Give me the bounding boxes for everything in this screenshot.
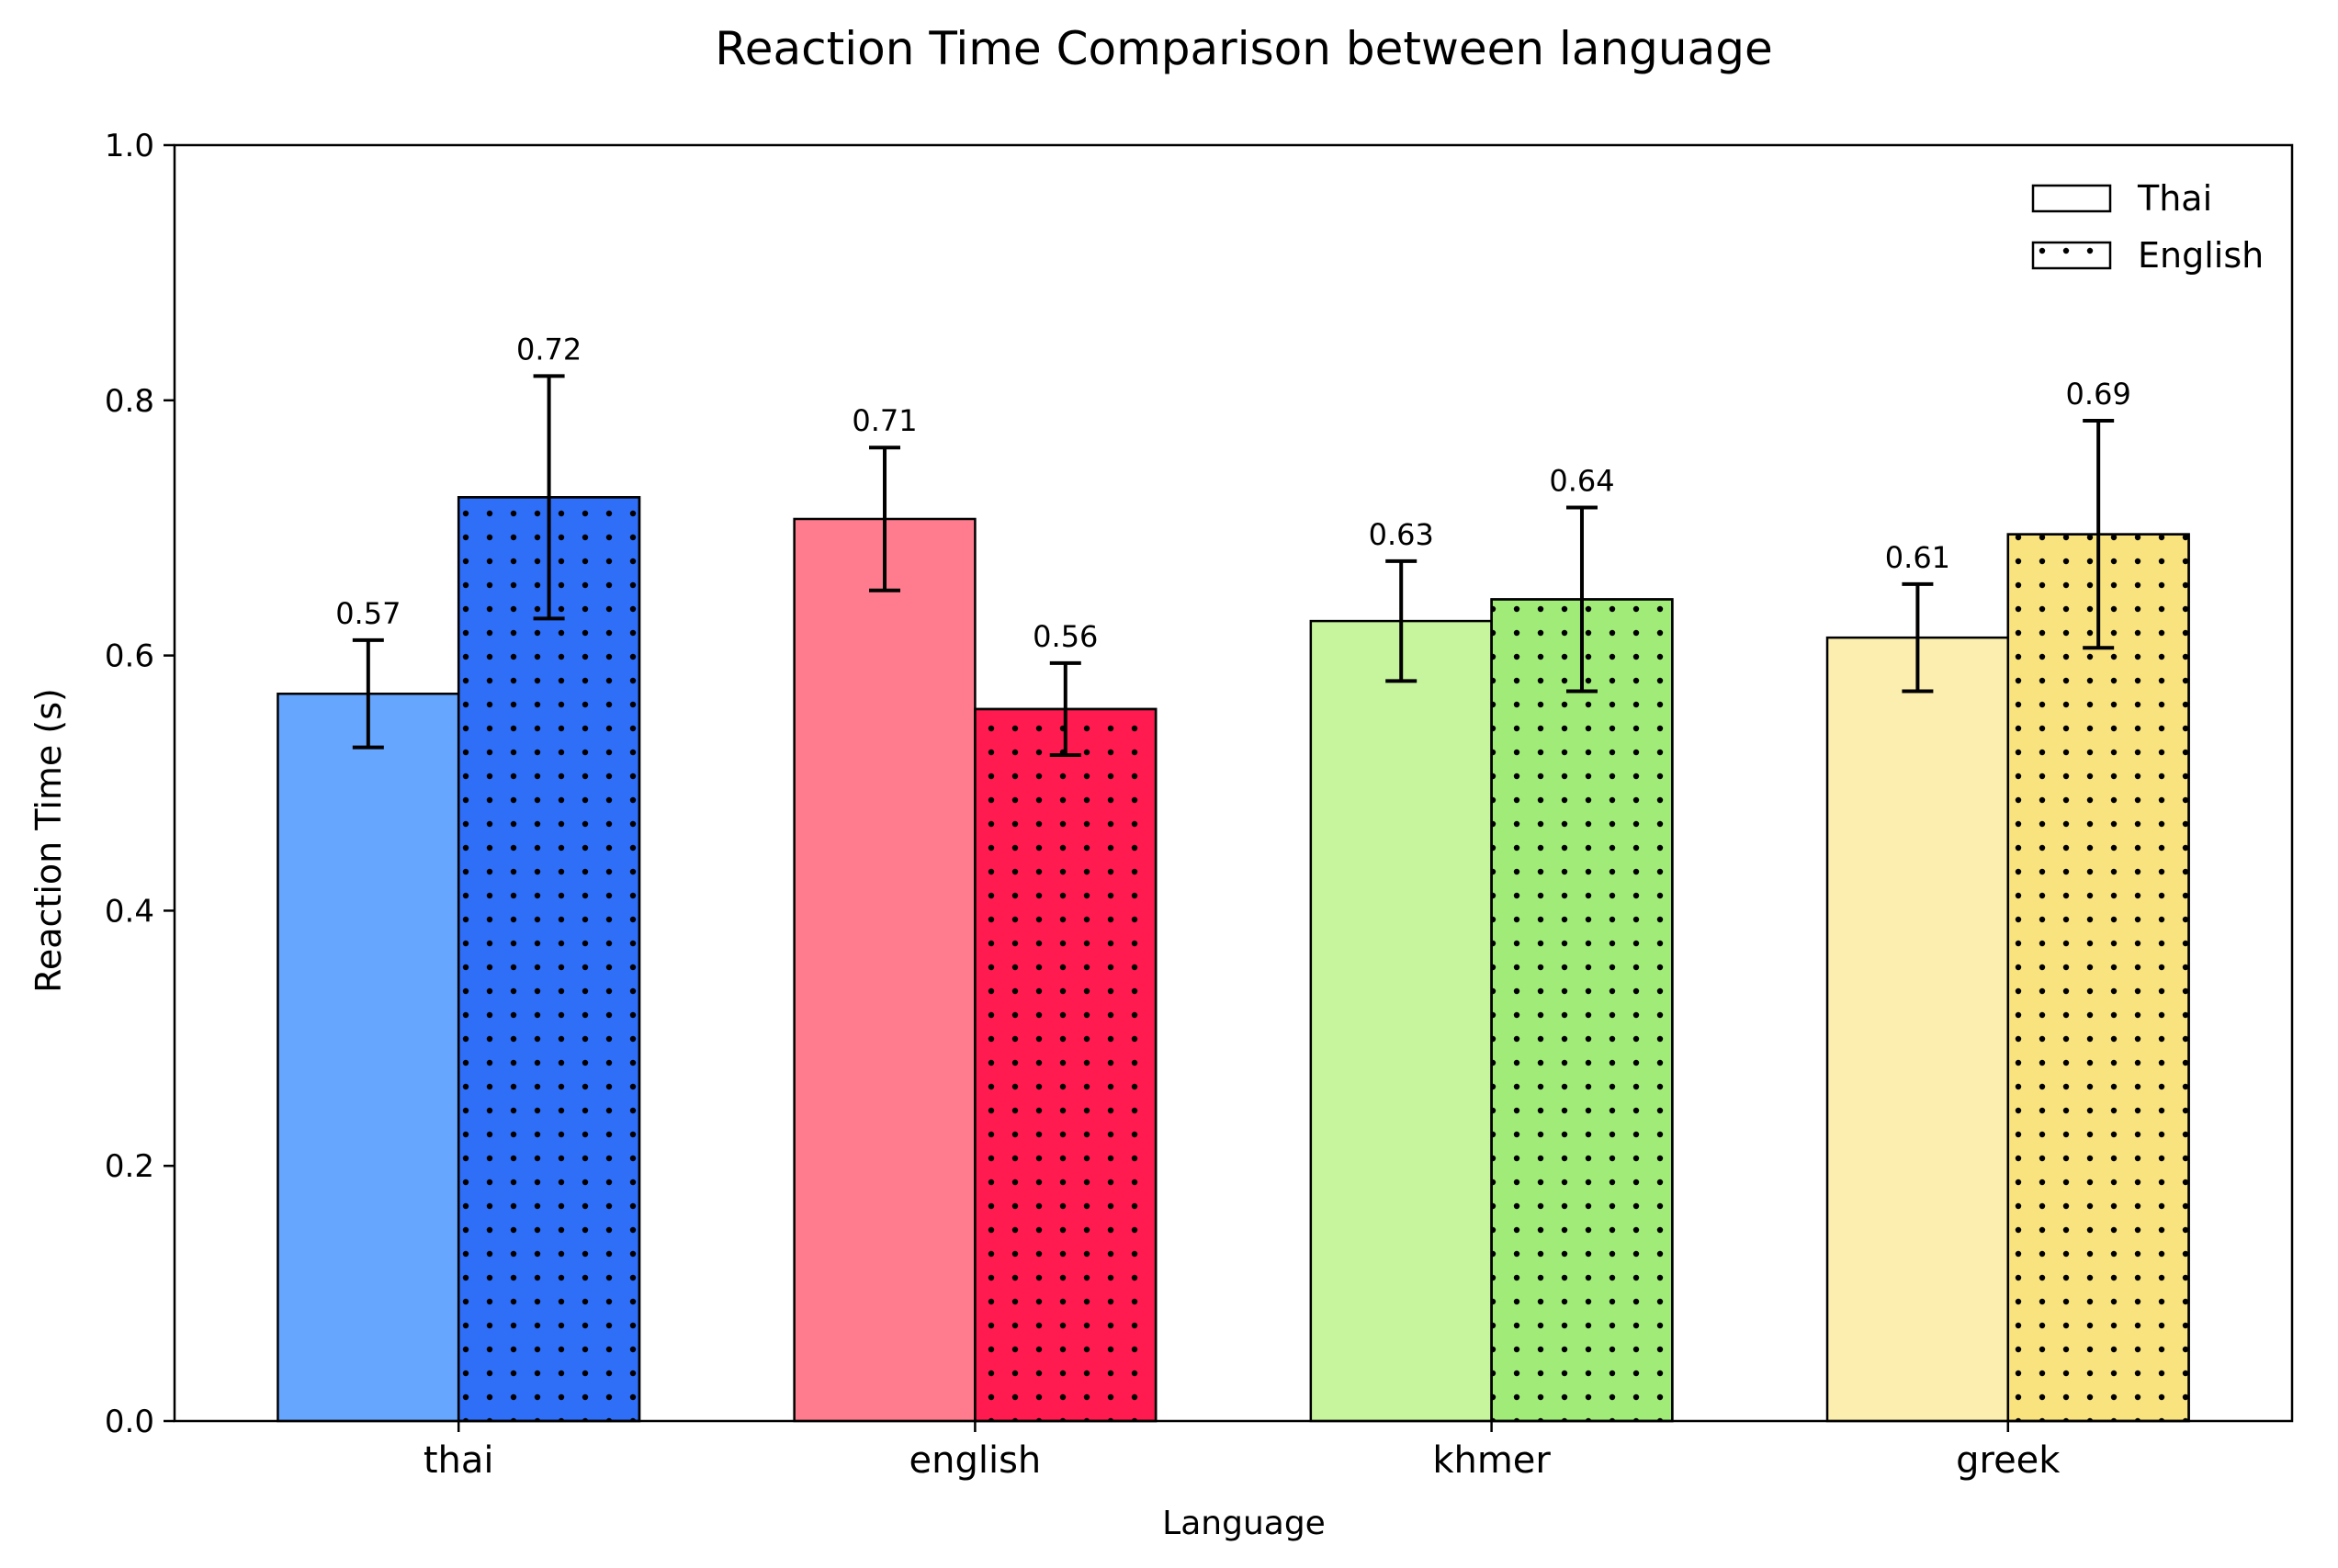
value-labels: 0.57 0.71 0.63 0.61 0.72 0.56 0.64 0.69	[335, 332, 2131, 654]
legend-label: English	[2138, 235, 2264, 276]
legend-item-thai: Thai	[2031, 178, 2212, 219]
y-tick-label: 0.8	[105, 383, 154, 420]
x-tick-label-khmer: khmer	[1432, 1439, 1551, 1482]
errorbar-english-khmer	[1565, 505, 1598, 694]
value-label-thai-english: 0.71	[852, 403, 917, 438]
bar-thai-english	[793, 517, 977, 1423]
bar-thai-greek	[1825, 636, 2010, 1423]
value-label-english-greek: 0.69	[2066, 377, 2131, 412]
value-label-english-khmer: 0.64	[1549, 463, 1614, 498]
errorbar-english-thai	[533, 374, 565, 621]
errorbar-thai-english	[869, 446, 901, 592]
errorbar-english-english	[1049, 660, 1081, 757]
legend-swatch-hatch	[2033, 243, 2110, 268]
x-axis: thai english khmer greek	[424, 1421, 2061, 1482]
plot-frame	[173, 143, 2294, 1423]
legend-label: Thai	[2137, 178, 2212, 219]
errorbar-thai-khmer	[1385, 558, 1417, 683]
legend-swatch	[2031, 184, 2112, 213]
chart-title: Reaction Time Comparison between languag…	[715, 22, 1772, 75]
legend-item-english: English	[2031, 235, 2264, 276]
value-label-thai-greek: 0.61	[1885, 540, 1950, 575]
errorbar-thai-greek	[1902, 581, 1934, 694]
bar-thai-thai	[277, 693, 460, 1423]
error-bars	[352, 374, 2115, 757]
errorbar-thai-thai	[352, 637, 384, 750]
x-tick-label-english: english	[909, 1439, 1042, 1482]
y-tick-label: 0.2	[105, 1148, 154, 1185]
x-tick-label-thai: thai	[424, 1439, 494, 1482]
bars	[277, 496, 2190, 1423]
bar-hatch-english-greek	[2007, 534, 2189, 1421]
y-axis: 0.0 0.2 0.4 0.6 0.8 1.0	[105, 128, 175, 1440]
errorbar-english-greek	[2083, 419, 2115, 650]
legend: Thai English	[2031, 178, 2264, 276]
bar-hatch-english-thai	[458, 497, 639, 1421]
y-axis-label: Reaction Time (s)	[28, 688, 69, 993]
value-label-english-english: 0.56	[1033, 619, 1098, 654]
x-axis-label: Language	[1162, 1505, 1326, 1542]
x-tick-label-greek: greek	[1956, 1439, 2061, 1482]
value-label-thai-thai: 0.57	[335, 596, 401, 631]
bar-hatch-english-khmer	[1491, 599, 1673, 1421]
bar-hatch-english-english	[975, 708, 1157, 1421]
value-label-english-thai: 0.72	[516, 332, 582, 367]
y-tick-label: 1.0	[105, 128, 154, 164]
value-label-thai-khmer: 0.63	[1369, 517, 1434, 552]
y-tick-label: 0.6	[105, 638, 154, 675]
bar-thai-khmer	[1309, 619, 1493, 1423]
y-tick-label: 0.0	[105, 1404, 154, 1440]
y-tick-label: 0.4	[105, 893, 154, 930]
